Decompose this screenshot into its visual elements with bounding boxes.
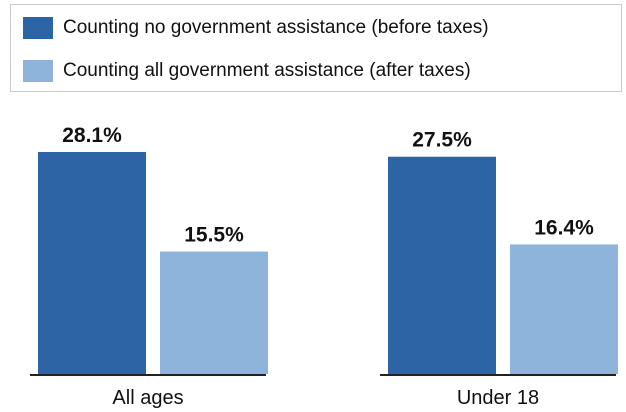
- data-label: 15.5%: [184, 224, 244, 247]
- bar-before-taxes-all-ages: [38, 152, 146, 374]
- legend-swatch-before-taxes: [23, 17, 53, 39]
- legend-swatch-after-taxes: [23, 60, 53, 82]
- category-label: Under 18: [457, 387, 539, 409]
- bar-before-taxes-under-18: [388, 156, 496, 374]
- data-label: 27.5%: [412, 129, 472, 152]
- chart-legend: Counting no government assistance (befor…: [10, 4, 622, 92]
- data-label: 28.1%: [62, 124, 122, 147]
- legend-item-after-taxes: Counting all government assistance (afte…: [23, 60, 471, 82]
- legend-label-after-taxes: Counting all government assistance (afte…: [63, 60, 471, 81]
- bar-after-taxes-all-ages: [160, 251, 268, 374]
- data-label: 16.4%: [534, 216, 594, 239]
- category-label: All ages: [112, 387, 183, 409]
- bar-after-taxes-under-18: [510, 244, 618, 374]
- legend-item-before-taxes: Counting no government assistance (befor…: [23, 17, 489, 39]
- legend-label-before-taxes: Counting no government assistance (befor…: [63, 17, 489, 38]
